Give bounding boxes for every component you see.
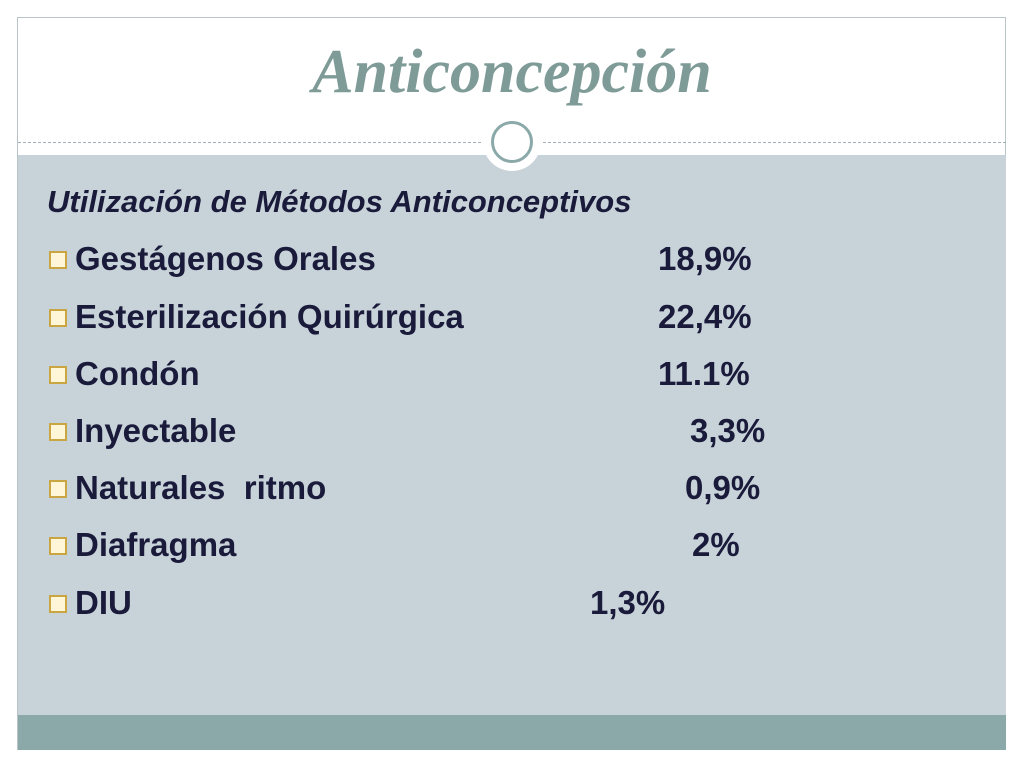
item-value: 2%: [692, 526, 740, 563]
list-item: Diafragma 2%: [47, 525, 947, 565]
list-item: DIU 1,3%: [47, 583, 947, 623]
item-value: 11.1%: [658, 355, 750, 392]
item-value: 3,3%: [690, 412, 766, 449]
item-value: 0,9%: [685, 469, 761, 506]
subtitle: Utilización de Métodos Anticonceptivos: [47, 184, 632, 219]
list-item: Naturales ritmo 0,9%: [47, 468, 947, 508]
bullet: [49, 423, 67, 441]
bullet: [49, 537, 67, 555]
list-item: Condón 11.1%: [47, 354, 947, 394]
bullet: [49, 595, 67, 613]
footer-bar: [18, 715, 1006, 750]
item-label: Condón: [75, 355, 200, 392]
title: Anticoncepción: [312, 38, 712, 106]
item-label: Diafragma: [75, 526, 237, 563]
list-item: Gestágenos Orales 18,9%: [47, 239, 947, 279]
content-panel: [18, 155, 1006, 715]
list-item: Esterilización Quirúrgica 22,4%: [47, 297, 947, 337]
list-item: Inyectable 3,3%: [47, 411, 947, 451]
bullet: [49, 309, 67, 327]
bullet: [49, 480, 67, 498]
item-value: 1,3%: [590, 584, 666, 621]
ornament: [483, 113, 541, 171]
item-value: 18,9%: [658, 240, 752, 277]
bullet: [49, 251, 67, 269]
item-value: 22,4%: [658, 298, 752, 335]
item-label: Esterilización Quirúrgica: [75, 298, 464, 335]
item-label: DIU: [75, 584, 132, 621]
item-label: Gestágenos Orales: [75, 240, 376, 277]
item-label: Naturales ritmo: [75, 469, 327, 506]
item-label: Inyectable: [75, 412, 237, 449]
bullet: [49, 366, 67, 384]
